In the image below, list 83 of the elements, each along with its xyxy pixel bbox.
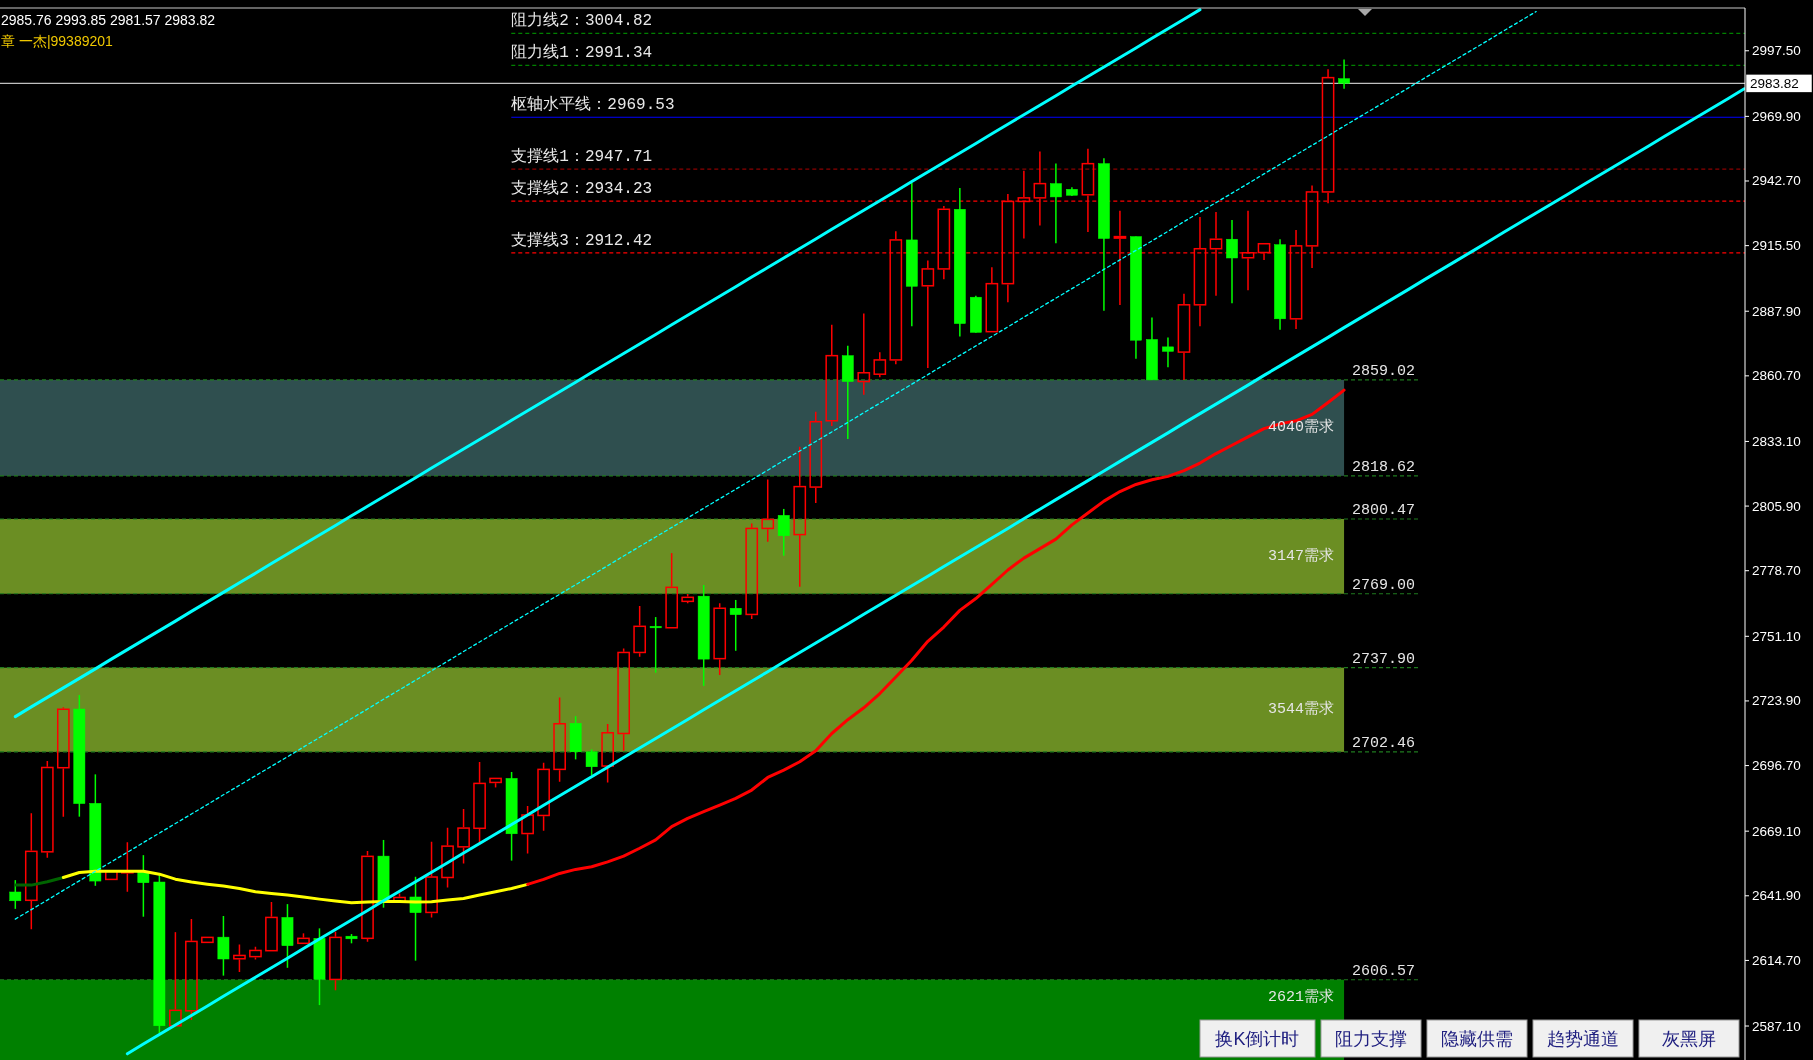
button: 隐藏供需 — [1426, 1019, 1528, 1058]
candlestick — [553, 696, 566, 783]
y-tick-label: 2942.70 — [1752, 173, 1801, 189]
candlestick — [1162, 336, 1174, 369]
annotation: 趋势通道 — [1547, 1028, 1619, 1049]
y-tick-label: 2641.90 — [1752, 888, 1801, 904]
annotation: 换K倒计时 — [1215, 1028, 1300, 1049]
ref-line-label: 枢轴水平线：2969.53 — [511, 95, 675, 115]
annotation: 阻力支撑 — [1335, 1028, 1407, 1049]
candlestick — [473, 761, 486, 845]
candlestick — [217, 915, 230, 977]
candlestick — [985, 266, 999, 333]
chart-title: 2985.76 2993.85 2981.57 2983.82 — [1, 12, 216, 28]
candlestick — [1226, 219, 1238, 304]
candlestick — [233, 943, 246, 973]
candlestick — [24, 812, 38, 931]
candlestick — [777, 508, 790, 557]
y-tick-label: 2723.90 — [1752, 693, 1801, 709]
candlestick — [1338, 58, 1350, 90]
ref-line-label: 2702.46 — [1352, 734, 1416, 752]
button: 阻力支撑 — [1320, 1019, 1422, 1058]
candlestick — [201, 936, 214, 944]
ref-line-label: 支撑线1：2947.71 — [511, 147, 653, 167]
annotation: 灰黑屏 — [1662, 1028, 1716, 1049]
candlestick — [441, 827, 454, 889]
line-series — [526, 388, 1346, 886]
candlestick — [585, 748, 598, 776]
band-label: 3544需求 — [1268, 700, 1335, 719]
candlestick — [809, 410, 823, 504]
candlestick — [793, 445, 807, 588]
candlestick — [761, 478, 775, 543]
candlestick — [601, 723, 614, 784]
annotation: 隐藏供需 — [1441, 1028, 1513, 1049]
ref-line-label: 2800.47 — [1352, 501, 1416, 519]
ref-line-label: 阻力线2：3004.82 — [511, 11, 653, 31]
ref-line-label: 阻力线1：2991.34 — [511, 43, 653, 63]
ref-line-label: 支撑线2：2934.23 — [511, 179, 653, 199]
y-tick-label: 2887.90 — [1752, 303, 1801, 319]
button: 趋势通道 — [1532, 1019, 1634, 1058]
candlestick — [137, 854, 150, 918]
band-label: 2621需求 — [1268, 988, 1335, 1007]
band-label: 3147需求 — [1268, 546, 1335, 565]
candlestick — [857, 312, 871, 396]
candlestick — [56, 708, 70, 818]
candlestick — [825, 324, 839, 427]
ref-line-label: 2606.57 — [1352, 962, 1416, 980]
candlestick — [649, 616, 662, 674]
ref-line-label: 2859.02 — [1352, 362, 1416, 380]
y-tick-label: 2587.10 — [1752, 1018, 1801, 1034]
ref-line-label: 2769.00 — [1352, 576, 1416, 594]
y-tick-label: 2860.70 — [1752, 368, 1801, 384]
button: 换K倒计时 — [1199, 1019, 1316, 1058]
y-tick-label: 2969.90 — [1752, 108, 1801, 124]
y-tick-label: 2778.70 — [1752, 563, 1801, 579]
y-tick-label: 2669.10 — [1752, 823, 1801, 839]
candlestick — [921, 259, 935, 369]
candlestick — [169, 931, 182, 1027]
y-tick-label: 2751.10 — [1752, 628, 1801, 644]
candlestick — [425, 841, 438, 919]
ref-line-label: 2983.82 — [1750, 75, 1799, 91]
y-tick-label: 2696.70 — [1752, 758, 1801, 774]
ref-line-label: 支撑线3：2912.42 — [511, 230, 653, 250]
candlestick — [617, 647, 631, 752]
candlestick — [873, 351, 887, 379]
line-series — [125, 87, 1745, 1056]
candlestick — [713, 602, 727, 676]
ref-line-label: 2737.90 — [1352, 650, 1416, 668]
ref-line-label: 2818.62 — [1352, 458, 1416, 476]
band-label: 4040需求 — [1268, 418, 1335, 437]
candlestick — [9, 879, 22, 910]
y-tick-label: 2833.10 — [1752, 433, 1801, 449]
candlestick — [1177, 293, 1191, 381]
y-tick-label: 2997.50 — [1752, 43, 1801, 59]
text: 章 一杰|99389201 — [1, 33, 114, 49]
candlestick — [633, 605, 647, 658]
candlestick — [1050, 162, 1062, 245]
candlestick — [665, 552, 679, 629]
candlestick — [729, 599, 742, 652]
candlestick — [457, 808, 470, 865]
button: 灰黑屏 — [1638, 1019, 1740, 1058]
y-tick-label: 2915.50 — [1752, 238, 1801, 254]
y-tick-label: 2805.90 — [1752, 498, 1801, 514]
y-tick-label: 2614.70 — [1752, 952, 1801, 968]
